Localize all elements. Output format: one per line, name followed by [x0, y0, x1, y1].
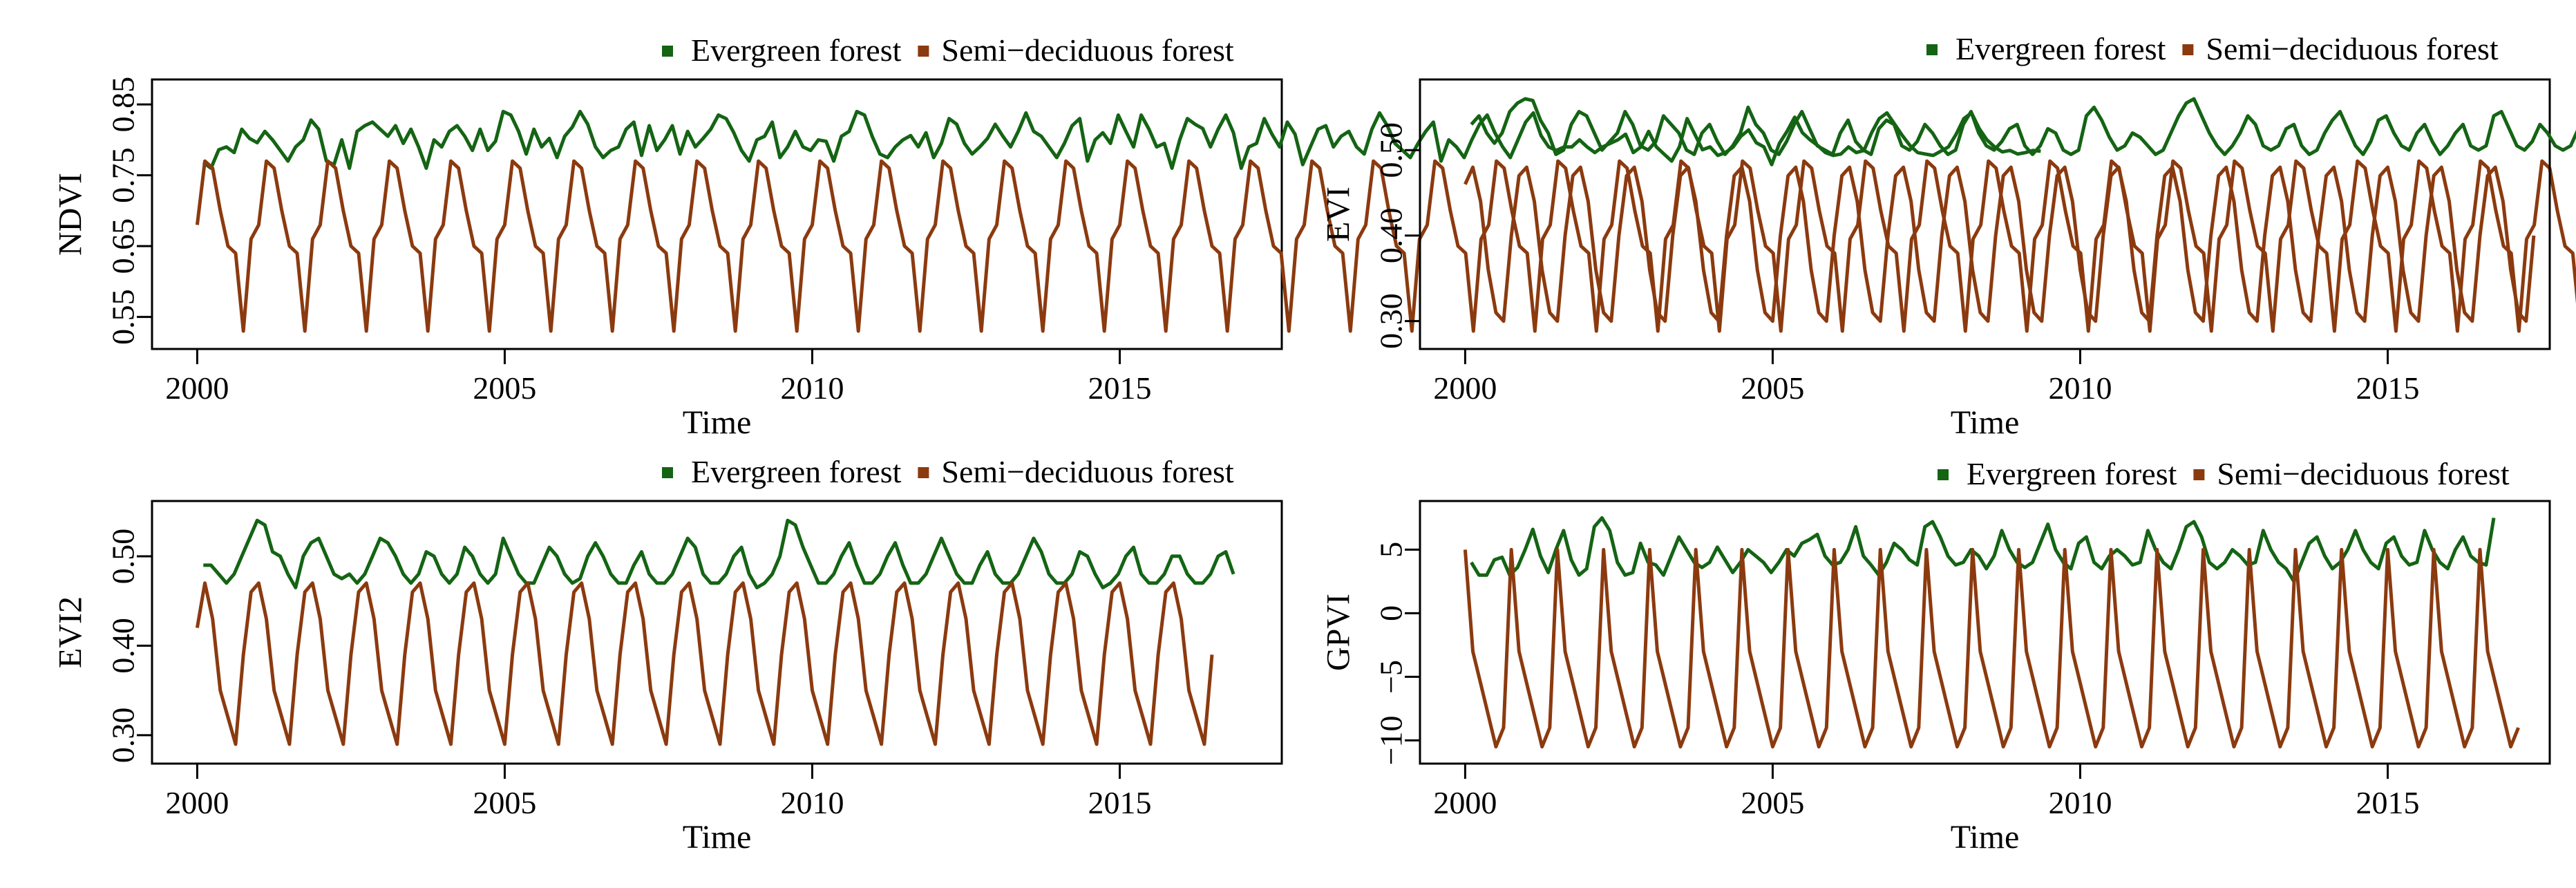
- y-tick-label: 0.30: [1374, 293, 1409, 349]
- y-tick-label: 5: [1374, 542, 1409, 558]
- legend-swatch-evergreen: [1926, 44, 1938, 55]
- x-tick-label: 2010: [780, 785, 844, 820]
- x-tick-label: 2010: [2048, 785, 2112, 820]
- legend-label-semi-deciduous: Semi−deciduous forest: [2206, 31, 2498, 66]
- y-tick-label: 0.65: [106, 218, 141, 274]
- y-tick-label: 0.50: [106, 529, 141, 585]
- chart-panel-evi2: 2000 2005 2010 2015 0.30 0.40 0.50 Time EVI2 Ever…: [53, 454, 1282, 856]
- x-axis-title: Time: [1951, 404, 2020, 441]
- y-tick-label: 0.40: [106, 618, 141, 674]
- y-axis-title: EVI2: [53, 596, 89, 668]
- legend-swatch-evergreen: [662, 467, 673, 478]
- x-axis-title: Time: [683, 404, 752, 441]
- legend-swatch-evergreen: [662, 46, 673, 57]
- y-axis-title: EVI: [1320, 187, 1357, 242]
- x-tick-label: 2010: [2048, 370, 2112, 406]
- chart-panel-gpvi: 2000 2005 2010 2015 −10 −5 0 5 Time GPVI Evergreen…: [1320, 456, 2550, 856]
- y-axis-title: NDVI: [53, 173, 89, 256]
- semi-deciduous-series-line: [197, 583, 1212, 744]
- legend-label-evergreen: Evergreen forest: [691, 32, 902, 68]
- x-tick-label: 2000: [165, 370, 229, 406]
- legend-label-semi-deciduous: Semi−deciduous forest: [941, 32, 1233, 68]
- x-tick-label: 2000: [165, 785, 229, 820]
- legend-swatch-evergreen: [1938, 469, 1949, 480]
- legend-label-evergreen: Evergreen forest: [1967, 456, 2177, 491]
- legend: Evergreen forest Semi−deciduous forest: [662, 454, 1234, 489]
- semi-deciduous-series-line: [1465, 549, 2518, 746]
- legend-swatch-semi-deciduous: [918, 46, 929, 57]
- legend: Evergreen forest Semi−deciduous forest: [1926, 31, 2499, 66]
- y-tick-label: 0.75: [106, 147, 141, 202]
- x-tick-label: 2005: [1741, 370, 1804, 406]
- x-axis-title: Time: [683, 819, 752, 856]
- evergreen-series-line: [1471, 99, 2576, 154]
- legend-swatch-semi-deciduous: [2182, 44, 2193, 55]
- legend-label-semi-deciduous: Semi−deciduous forest: [941, 454, 1233, 489]
- y-tick-label: 0.55: [106, 289, 141, 345]
- y-tick-label: −10: [1374, 715, 1409, 765]
- legend-label-semi-deciduous: Semi−deciduous forest: [2217, 456, 2509, 491]
- y-tick-label: 0.40: [1374, 208, 1409, 264]
- chart-panel-ndvi: 2000 2005 2010 2015 0.55 0.65 0.75 0.85 Time NDVI…: [53, 32, 2576, 441]
- legend: Evergreen forest Semi−deciduous forest: [1938, 456, 2510, 491]
- x-tick-label: 2000: [1433, 370, 1497, 406]
- y-tick-label: 0.85: [106, 77, 141, 133]
- x-tick-label: 2010: [780, 370, 844, 406]
- evergreen-series-line: [203, 520, 1233, 587]
- x-tick-label: 2015: [1088, 785, 1151, 820]
- legend-swatch-semi-deciduous: [918, 467, 929, 478]
- x-tick-label: 2000: [1433, 785, 1497, 820]
- x-tick-label: 2015: [2356, 370, 2419, 406]
- legend: Evergreen forest Semi−deciduous forest: [662, 32, 1234, 68]
- legend-swatch-semi-deciduous: [2193, 469, 2204, 480]
- legend-label-evergreen: Evergreen forest: [691, 454, 902, 489]
- x-axis-title: Time: [1951, 819, 2020, 856]
- y-tick-label: −5: [1374, 660, 1409, 694]
- x-tick-label: 2005: [473, 785, 536, 820]
- x-tick-label: 2015: [1088, 370, 1151, 406]
- x-tick-label: 2005: [1741, 785, 1804, 820]
- y-tick-label: 0.30: [106, 708, 141, 764]
- x-tick-label: 2015: [2356, 785, 2419, 820]
- x-tick-label: 2005: [473, 370, 536, 406]
- y-tick-label: 0.50: [1374, 122, 1409, 178]
- legend-label-evergreen: Evergreen forest: [1955, 31, 2166, 66]
- y-tick-label: 0: [1374, 605, 1409, 621]
- y-axis-title: GPVI: [1320, 594, 1357, 671]
